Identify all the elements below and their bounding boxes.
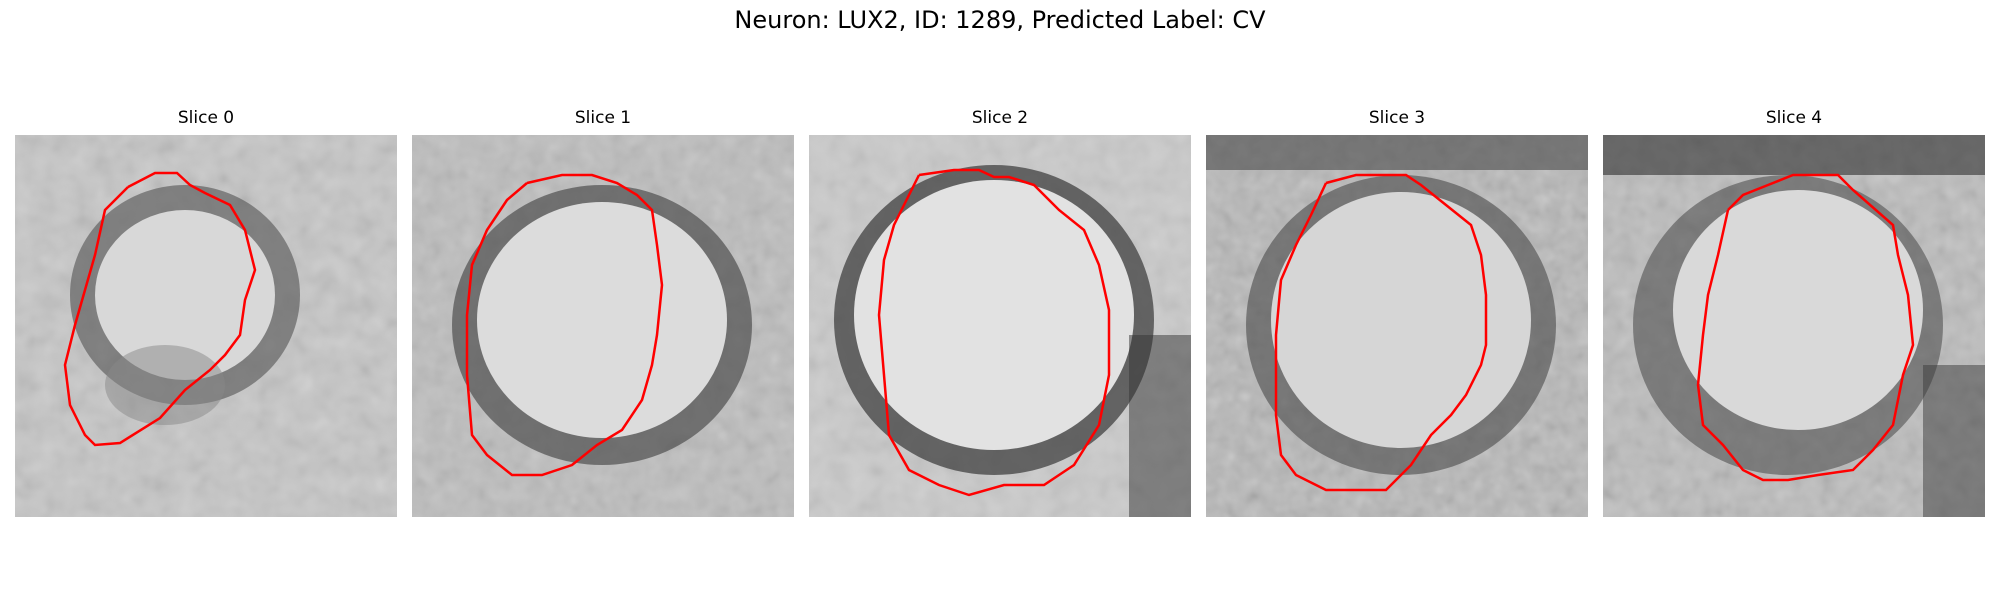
slice-3-microscopy (1206, 135, 1588, 517)
slice-3-title: Slice 3 (1368, 108, 1426, 128)
slice-1-microscopy (412, 135, 794, 517)
slice-1-contour (465, 173, 664, 477)
slice-0-contour (63, 171, 257, 447)
slice-4-microscopy (1603, 135, 1985, 517)
slice-4-image (1603, 135, 1985, 517)
slice-0-microscopy (15, 135, 397, 517)
slice-1-image (412, 135, 794, 517)
slice-2-image (809, 135, 1191, 517)
slice-0-title: Slice 0 (177, 108, 235, 128)
slice-2-microscopy (809, 135, 1191, 517)
slice-3-image (1206, 135, 1588, 517)
slice-0-image (15, 135, 397, 517)
figure-title: Neuron: LUX2, ID: 1289, Predicted Label:… (734, 6, 1266, 34)
slice-3-contour (1274, 173, 1488, 492)
slice-4-contour (1696, 173, 1915, 482)
slice-2-title: Slice 2 (971, 108, 1029, 128)
slice-4-title: Slice 4 (1765, 108, 1823, 128)
slice-1-title: Slice 1 (574, 108, 632, 128)
slice-2-contour (877, 168, 1111, 497)
